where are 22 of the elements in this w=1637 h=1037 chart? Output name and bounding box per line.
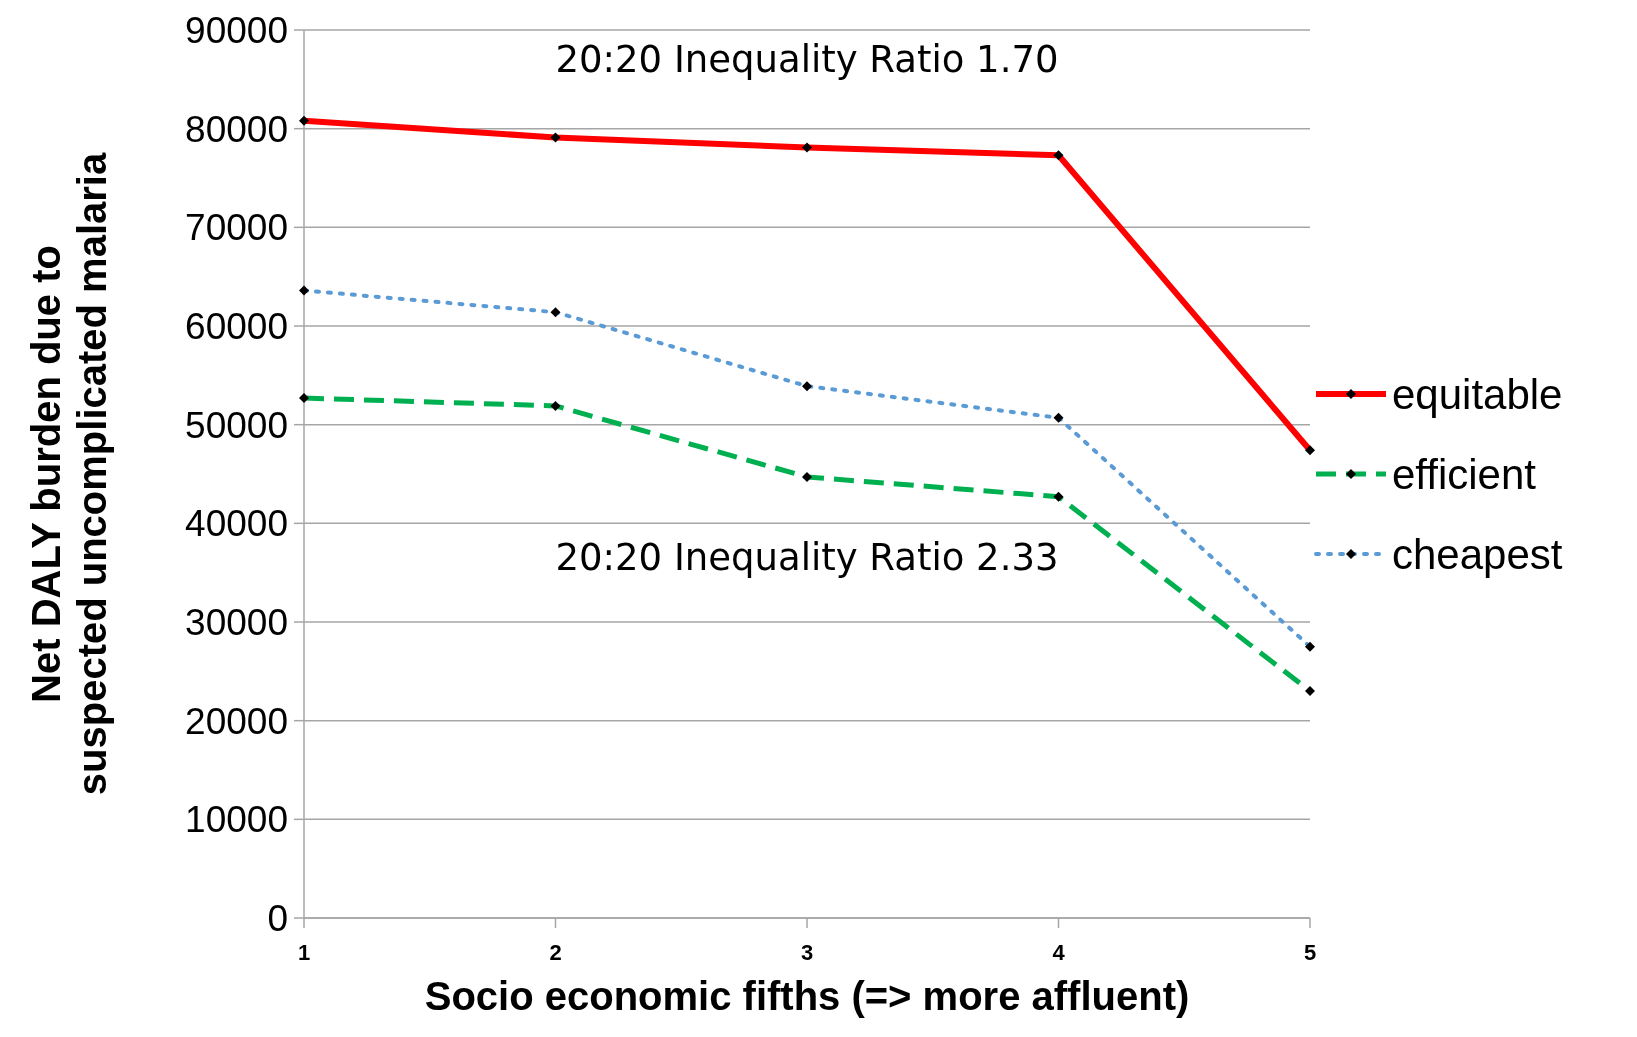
legend-label: equitable xyxy=(1392,370,1563,418)
annotation: 20:20 Inequality Ratio 2.33 xyxy=(555,536,1059,579)
y-tick-label: 30000 xyxy=(185,601,288,643)
y-tick-label: 40000 xyxy=(185,503,288,545)
x-axis-title: Socio economic fifths (=> more affluent) xyxy=(424,974,1190,1018)
y-tick-label: 70000 xyxy=(185,207,288,249)
y-tick-label: 60000 xyxy=(185,305,288,347)
x-tick-label: 4 xyxy=(1052,940,1066,965)
x-tick-label: 3 xyxy=(800,940,814,965)
legend-label: efficient xyxy=(1392,450,1537,498)
y-tick-label: 80000 xyxy=(185,108,288,150)
legend-label: cheapest xyxy=(1392,530,1563,578)
annotation: 20:20 Inequality Ratio 1.70 xyxy=(555,38,1059,81)
y-tick-label: 20000 xyxy=(185,700,288,742)
x-tick-label: 5 xyxy=(1303,940,1317,965)
x-tick-label: 1 xyxy=(297,940,311,965)
y-axis-title: Net DALY burden due to suspected uncomplicated malaria xyxy=(24,152,114,796)
y-tick-label: 10000 xyxy=(185,799,288,841)
y-tick-label: 50000 xyxy=(185,404,288,446)
y-tick-label: 0 xyxy=(267,897,288,939)
y-tick-label: 90000 xyxy=(185,9,288,51)
x-tick-label: 2 xyxy=(549,940,562,965)
